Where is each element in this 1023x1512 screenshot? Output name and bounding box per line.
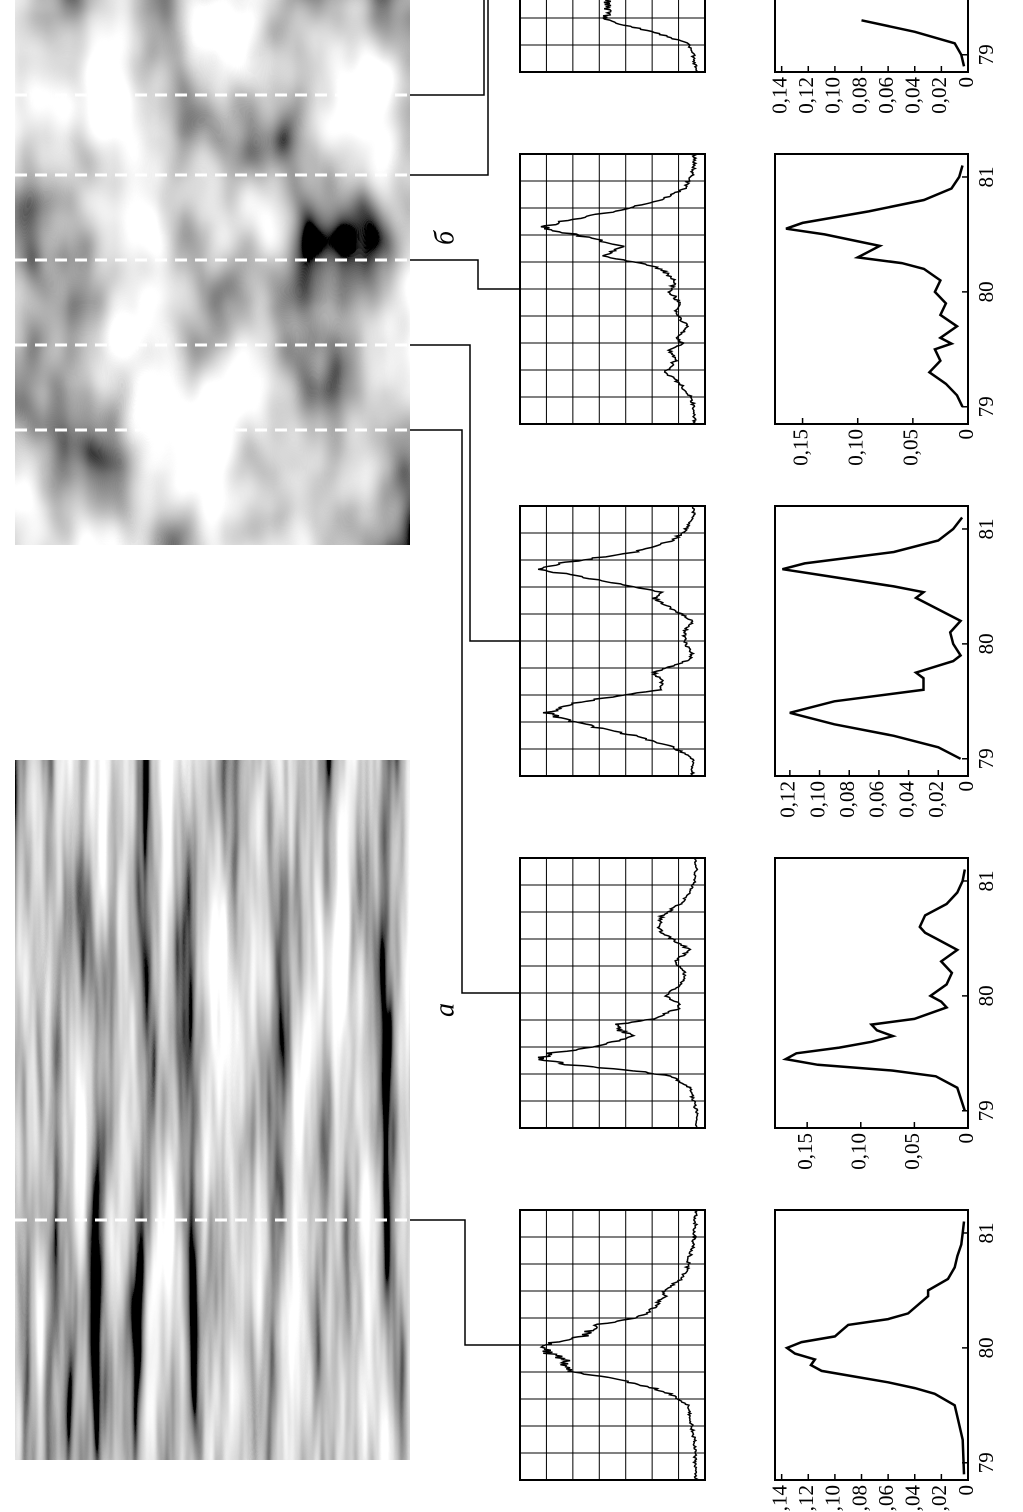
y-tick-label: 0,12 — [776, 781, 800, 818]
y-tick-label: 0,02 — [927, 1485, 951, 1512]
x-tick-label: 79 — [974, 1452, 998, 1473]
spectrum-line — [781, 869, 967, 1112]
y-tick-label: 0,15 — [788, 429, 812, 466]
plot-frame — [774, 1209, 969, 1481]
connector — [410, 429, 520, 994]
x-tick-label: 80 — [974, 633, 998, 654]
connector — [410, 344, 520, 642]
x-tick-label: 79 — [974, 396, 998, 417]
panel-label: a — [429, 1003, 460, 1017]
x-tick-label: 80 — [974, 281, 998, 302]
y-tick-label: 0,12 — [794, 77, 818, 114]
spectrum-line — [782, 516, 964, 760]
y-tick-label: 0,06 — [865, 781, 889, 818]
y-tick-label: 0,05 — [899, 429, 923, 466]
y-tick-label: 0,06 — [874, 1485, 898, 1512]
oscillogram-trace — [540, 153, 698, 425]
y-tick-label: 0,10 — [805, 781, 829, 818]
y-tick-label: 0,10 — [821, 77, 845, 114]
photo-b — [15, 0, 410, 545]
x-tick-label: 80 — [974, 1337, 998, 1358]
y-tick-label: 0,04 — [901, 1485, 925, 1512]
y-tick-label: 0,02 — [927, 77, 951, 114]
connector — [410, 0, 485, 96]
oscillogram-trace — [537, 857, 699, 1129]
x-tick-label: 81 — [974, 166, 998, 187]
connector — [410, 259, 520, 290]
y-tick-label: 0,02 — [924, 781, 948, 818]
plot-frame — [774, 0, 969, 73]
oscillogram-trace — [537, 505, 696, 777]
y-tick-label: 0,08 — [847, 1485, 871, 1512]
x-tick-label: 80 — [974, 985, 998, 1006]
y-tick-label: 0,08 — [847, 77, 871, 114]
x-tick-label: 79 — [974, 1100, 998, 1121]
oscillogram-frame — [519, 0, 706, 73]
spectrum-line — [785, 165, 964, 408]
y-tick-label: 0 — [954, 1133, 978, 1144]
oscillogram-trace — [539, 1209, 699, 1481]
y-tick-label: 0,06 — [874, 77, 898, 114]
connector — [410, 1219, 520, 1346]
y-tick-label: 0,10 — [844, 429, 868, 466]
y-tick-label: 0 — [954, 781, 978, 792]
spectrum-line — [784, 1221, 966, 1475]
y-tick-label: 0,10 — [847, 1133, 871, 1170]
y-tick-label: 0,15 — [793, 1133, 817, 1170]
y-tick-label: 0 — [954, 429, 978, 440]
x-tick-label: 81 — [974, 870, 998, 891]
connectors — [410, 0, 520, 1346]
plot-frame — [774, 505, 969, 777]
connector — [410, 0, 489, 176]
x-tick-label: 81 — [974, 518, 998, 539]
x-tick-label: 81 — [974, 1222, 998, 1243]
y-tick-label: 0,10 — [821, 1485, 845, 1512]
section-lines — [15, 93, 410, 1222]
oscillogram-trace — [600, 0, 699, 73]
spectrum-line — [861, 19, 966, 67]
y-tick-label: 0,14 — [767, 1485, 791, 1512]
y-tick-label: 0,04 — [901, 77, 925, 114]
rotated-figure: a б 00,020,040,060,080,100,120,147980810… — [15, 0, 998, 1512]
plot-frame — [774, 153, 969, 425]
x-tick-label: 79 — [974, 44, 998, 65]
y-tick-label: 0,05 — [900, 1133, 924, 1170]
y-tick-label: 0 — [954, 1485, 978, 1496]
y-tick-label: 0,04 — [894, 781, 918, 818]
y-tick-label: 0,12 — [794, 1485, 818, 1512]
y-tick-label: 0,08 — [835, 781, 859, 818]
x-tick-label: 79 — [974, 748, 998, 769]
photo-a — [15, 760, 410, 1460]
y-tick-label: 0 — [954, 77, 978, 88]
plot-frame — [774, 857, 969, 1129]
y-tick-label: 0,14 — [767, 77, 791, 114]
panel-label: б — [429, 230, 460, 245]
